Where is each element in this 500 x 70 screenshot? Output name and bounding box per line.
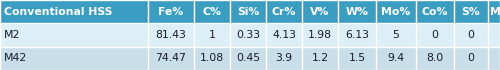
Bar <box>194 0 230 23</box>
Text: S%: S% <box>462 7 480 17</box>
Bar <box>230 47 266 70</box>
Text: 0: 0 <box>432 30 438 40</box>
Bar <box>194 23 230 47</box>
Bar <box>302 47 338 70</box>
Bar <box>338 23 376 47</box>
Bar <box>376 23 416 47</box>
Bar <box>0 0 148 23</box>
Text: 74.47: 74.47 <box>156 53 186 63</box>
Bar <box>148 0 194 23</box>
Bar <box>488 23 500 47</box>
Text: 3.9: 3.9 <box>276 53 292 63</box>
Text: 0: 0 <box>468 30 474 40</box>
Text: 1.98: 1.98 <box>308 30 332 40</box>
Bar <box>266 23 302 47</box>
Text: Co%: Co% <box>422 7 448 17</box>
Text: 1.5: 1.5 <box>348 53 366 63</box>
Text: V%: V% <box>310 7 330 17</box>
Text: 0: 0 <box>468 53 474 63</box>
Text: 4.13: 4.13 <box>272 30 296 40</box>
Bar <box>266 0 302 23</box>
Text: Si%: Si% <box>237 7 259 17</box>
Text: 9.4: 9.4 <box>388 53 404 63</box>
Bar <box>148 47 194 70</box>
Text: Mo%: Mo% <box>382 7 410 17</box>
Bar <box>416 0 454 23</box>
Text: 1: 1 <box>208 30 216 40</box>
Text: 1.08: 1.08 <box>200 53 224 63</box>
Text: Fe%: Fe% <box>158 7 184 17</box>
Bar <box>0 23 148 47</box>
Bar <box>148 23 194 47</box>
Bar <box>302 0 338 23</box>
Bar <box>0 47 148 70</box>
Bar <box>302 23 338 47</box>
Text: Conventional HSS: Conventional HSS <box>4 7 112 17</box>
Text: M2: M2 <box>4 30 20 40</box>
Bar <box>230 23 266 47</box>
Text: Mn%: Mn% <box>490 7 500 17</box>
Bar <box>376 0 416 23</box>
Bar <box>488 47 500 70</box>
Text: 0.33: 0.33 <box>236 30 260 40</box>
Bar <box>338 0 376 23</box>
Text: C%: C% <box>202 7 222 17</box>
Text: 0.45: 0.45 <box>236 53 260 63</box>
Text: W%: W% <box>346 7 368 17</box>
Bar <box>488 0 500 23</box>
Bar <box>416 47 454 70</box>
Bar <box>266 47 302 70</box>
Text: 8.0: 8.0 <box>426 53 444 63</box>
Bar <box>194 47 230 70</box>
Text: 5: 5 <box>392 30 400 40</box>
Text: M42: M42 <box>4 53 27 63</box>
Bar <box>454 47 488 70</box>
Text: Cr%: Cr% <box>272 7 296 17</box>
Bar <box>416 23 454 47</box>
Text: 6.13: 6.13 <box>345 30 369 40</box>
Bar <box>338 47 376 70</box>
Bar <box>230 0 266 23</box>
Bar <box>454 0 488 23</box>
Bar <box>376 47 416 70</box>
Bar <box>454 23 488 47</box>
Text: 1.2: 1.2 <box>312 53 328 63</box>
Text: 81.43: 81.43 <box>156 30 186 40</box>
